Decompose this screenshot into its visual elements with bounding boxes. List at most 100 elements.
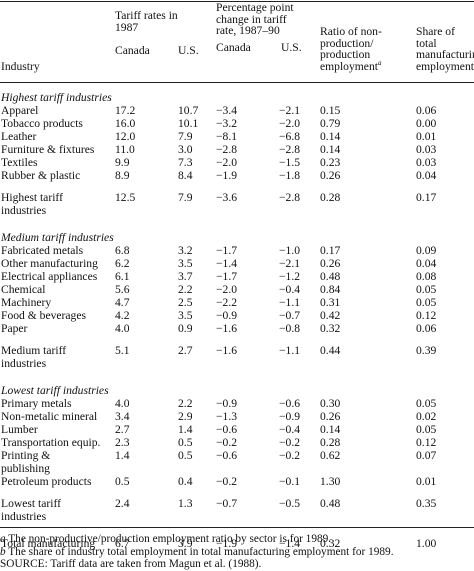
cell-canada: 6.8 [115,244,130,257]
industry-name: Textiles [1,156,38,169]
section-heading-row: Highest tariff industries [0,82,474,104]
section-heading-row: Lowest tariff industries [0,370,474,397]
industry-name: Non-metalic mineral [1,410,98,423]
cell-canada: 11.0 [115,143,135,156]
cell-pu: −1.1 [279,344,301,357]
cell-share: 1.00 [416,537,437,550]
cell-ratio: 0.42 [320,309,341,322]
industry-name: Chemical [1,283,46,296]
cell-share: 0.00 [416,117,437,130]
industry-name: Machinery [1,296,52,309]
cell-us: 3.5 [178,309,193,322]
cell-ratio: 0.23 [320,156,341,169]
cell-pc: −1.7 [216,270,238,283]
summary-row: Lowest tariff industries 2.4 1.3 −0.7 −0.5 0.… [0,488,474,523]
cell-ratio: 0.48 [320,497,341,510]
cell-pc: −1.4 [216,257,238,270]
table-row: Food & beverages 4.2 3.5 −0.9 −0.7 0.42 0.12 [0,309,474,322]
cell-pc: −1.6 [216,322,238,335]
cell-pc: −8.1 [216,130,238,143]
industry-name: Furniture & fixtures [1,143,95,156]
industry-name: Printing & publishing [1,449,51,475]
cell-canada: 6.7 [115,537,130,550]
table-row: Primary metals 4.0 2.2 −0.9 −0.6 0.30 0.05 [0,397,474,410]
industry-name: Electrical appliances [1,270,98,283]
section-heading-row: Medium tariff industries [0,217,474,244]
table-row: Rubber & plastic 8.9 8.4 −1.9 −1.8 0.26 0.04 [0,169,474,182]
cell-us: 1.3 [178,497,193,510]
cell-pu: −1.0 [279,244,301,257]
cell-canada: 9.9 [115,156,130,169]
table-row: Chemical 5.6 2.2 −2.0 −0.4 0.84 0.05 [0,283,474,296]
cell-pc: −0.7 [216,497,238,510]
cell-pu: −1.2 [279,270,301,283]
cell-pc: −3.6 [216,191,238,204]
cell-share: 0.05 [416,296,437,309]
table-row: Apparel 17.2 10.7 −3.4 −2.1 0.15 0.06 [0,104,474,117]
cell-ratio: 0.32 [320,322,341,335]
cell-ratio: 0.84 [320,283,341,296]
cell-pu: −2.0 [279,117,301,130]
cell-us: 0.5 [178,436,193,449]
cell-us: 10.1 [178,117,199,130]
cell-us: 7.9 [178,191,193,204]
cell-ratio: 0.30 [320,397,341,410]
cell-us: 1.4 [178,423,193,436]
cell-share: 0.39 [416,344,437,357]
section-title: Medium tariff industries [1,231,114,244]
table-row: Fabricated metals 6.8 3.2 −1.7 −1.0 0.17 0.09 [0,244,474,257]
cell-pu: −0.7 [279,309,301,322]
section-title: Highest tariff industries [1,91,112,104]
cell-canada: 6.1 [115,270,130,283]
industry-name: Primary metals [1,397,72,410]
cell-share: 0.07 [416,449,437,462]
cell-pc: −0.6 [216,449,238,462]
table-row: Textiles 9.9 7.3 −2.0 −1.5 0.23 0.03 [0,156,474,169]
footnote-a: a The non-productive/production employme… [0,533,332,545]
cell-ratio: 0.79 [320,117,341,130]
top-rule [0,1,474,2]
section-title: Lowest tariff industries [1,384,109,397]
cell-ratio: 1.30 [320,475,341,488]
cell-pc: −0.2 [216,475,238,488]
summary-row: Highest tariff industries 12.5 7.9 −3.6 −2.8… [0,182,474,217]
table-row: Petroleum products 0.5 0.4 −0.2 −0.1 1.30 0.01 [0,475,474,488]
col-industry-header: Industry [1,59,40,73]
cell-share: 0.03 [416,143,437,156]
source-note: SOURCE: Tariff data are taken from Magun… [0,558,262,571]
cell-pc: −1.9 [216,169,238,182]
cell-pu: −0.9 [279,410,301,423]
cell-pu: −2.8 [279,191,301,204]
industry-name: Food & beverages [1,309,87,322]
cell-us: 3.2 [178,244,193,257]
cell-ratio: 0.48 [320,270,341,283]
cell-pc: −2.8 [216,143,238,156]
cell-ratio: 0.62 [320,449,341,462]
cell-share: 0.08 [416,270,437,283]
cell-canada: 5.1 [115,344,130,357]
cell-pc: −1.6 [216,344,238,357]
cell-share: 0.01 [416,130,437,143]
summary-row: Medium tariff industries 5.1 2.7 −1.6 −1.1 0.… [0,335,474,370]
cell-ratio: 0.26 [320,257,341,270]
cell-canada: 16.0 [115,117,136,130]
cell-share: 0.09 [416,244,437,257]
cell-share: 0.06 [416,322,437,335]
industry-name: Rubber & plastic [1,169,81,182]
cell-pu: −2.8 [279,143,301,156]
cell-canada: 3.4 [115,410,130,423]
cell-pc: −0.2 [216,436,238,449]
tariff-rates-header: Tariff rates in 1987 [115,9,178,34]
cell-us: 2.7 [178,344,193,357]
cell-ratio: 0.26 [320,169,341,182]
cell-us: 2.2 [178,283,193,296]
cell-share: 0.17 [416,191,437,204]
cell-share: 0.12 [416,436,437,449]
cell-ratio: 0.14 [320,143,341,156]
industry-name: Lumber [1,423,38,436]
cell-share: 0.06 [416,104,437,117]
cell-us: 3.9 [178,537,193,550]
cell-canada: 0.5 [115,475,130,488]
cell-ratio: 0.28 [320,436,341,449]
cell-us: 0.9 [178,322,193,335]
